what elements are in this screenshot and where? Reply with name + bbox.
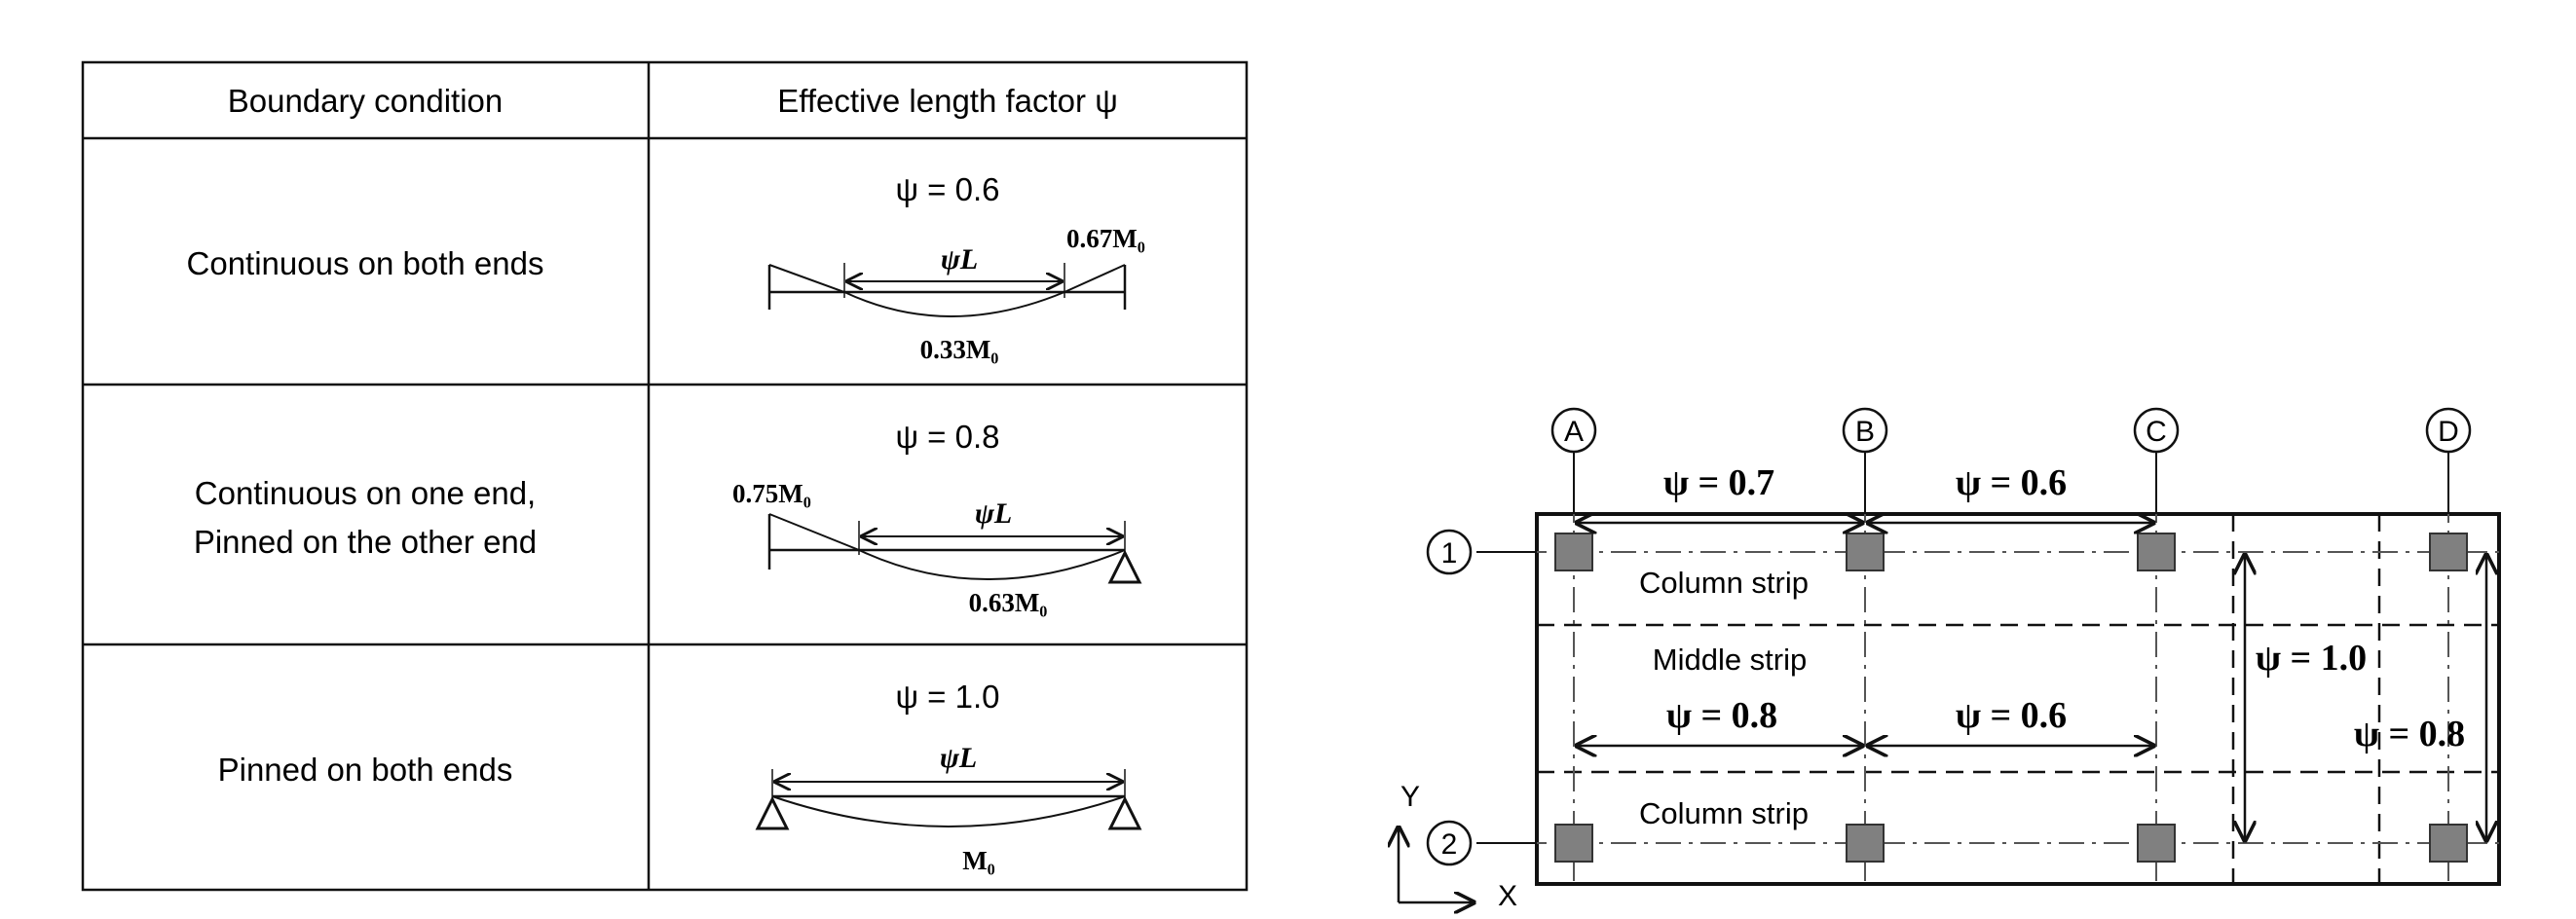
- grid-label-1: 1: [1441, 537, 1458, 570]
- psi-value-label: ψ = 1.0: [895, 679, 999, 715]
- condition-text: Continuous on one end,: [195, 475, 536, 511]
- psi-label-vertical-inner: ψ = 1.0: [2256, 638, 2367, 679]
- psi-label-vertical-outer: ψ = 0.8: [2354, 714, 2465, 754]
- grid-bubble-1: [1426, 529, 1473, 575]
- end-moment-label: 0.75M₀: [732, 479, 811, 508]
- condition-text: Continuous on both ends: [187, 245, 544, 281]
- table-row: Pinned on both ends ψ = 1.0 ψL M₀: [218, 679, 1142, 875]
- header-boundary-condition: Boundary condition: [228, 83, 504, 119]
- beam-diagram-pinned-pinned: [755, 769, 1142, 830]
- column-b1: [1846, 533, 1885, 571]
- column-d2: [2429, 824, 2468, 863]
- column-strip-label-bottom: Column strip: [1639, 796, 1809, 830]
- end-moment-label: 0.67M₀: [1066, 224, 1145, 253]
- column-a1: [1554, 533, 1593, 571]
- span-label: ψL: [941, 243, 978, 276]
- boundary-condition-table: Boundary condition Effective length fact…: [81, 60, 1249, 892]
- moment-diagram: [771, 795, 1126, 827]
- grid-label-a: A: [1564, 416, 1584, 448]
- middle-strip-label: Middle strip: [1653, 643, 1808, 677]
- pin-support: [1107, 795, 1142, 830]
- column-strip-label-top: Column strip: [1639, 566, 1809, 600]
- table-border: [81, 60, 1249, 892]
- condition-text: Pinned on both ends: [218, 752, 513, 788]
- column-c1: [2137, 533, 2176, 571]
- slab-floor-plan: A B C D 1 2 Column strip Middle strip Co…: [1399, 407, 2501, 912]
- column-a2: [1554, 824, 1593, 863]
- grid-label-d: D: [2438, 416, 2459, 448]
- x-axis-label: X: [1498, 880, 1517, 912]
- psi-label-ab-mid: ψ = 0.8: [1666, 695, 1777, 736]
- grid-bubble-d: [2425, 407, 2472, 454]
- pin-support: [1107, 549, 1142, 584]
- span-label: ψL: [940, 742, 977, 774]
- midspan-moment-label: 0.33M₀: [920, 335, 999, 364]
- span-label: ψL: [975, 497, 1012, 530]
- grid-bubble-b: [1842, 407, 1888, 454]
- grid-bubble-a: [1550, 407, 1597, 454]
- grid-label-b: B: [1855, 416, 1875, 448]
- column-d1: [2429, 533, 2468, 571]
- moment-diagram: [768, 513, 1126, 580]
- pin-support: [755, 795, 790, 830]
- grid-bubble-2: [1426, 820, 1473, 866]
- header-effective-length-factor: Effective length factor ψ: [777, 83, 1117, 119]
- grid-bubble-c: [2133, 407, 2180, 454]
- psi-label-bc-mid: ψ = 0.6: [1956, 695, 2067, 736]
- psi-value-label: ψ = 0.6: [895, 171, 999, 207]
- psi-label-bc-top: ψ = 0.6: [1956, 462, 2067, 503]
- psi-value-label: ψ = 0.8: [895, 419, 999, 455]
- beam-diagram-fixed-pinned: [767, 513, 1142, 584]
- table-row: Continuous on both ends ψ = 0.6 ψL 0.67M…: [187, 171, 1145, 364]
- beam-diagram-fixed-fixed: [767, 263, 1127, 317]
- condition-text: Pinned on the other end: [194, 524, 537, 560]
- moment-diagram: [768, 264, 1126, 317]
- midspan-moment-label: 0.63M₀: [969, 588, 1048, 617]
- grid-label-2: 2: [1441, 828, 1458, 861]
- psi-label-ab-top: ψ = 0.7: [1663, 462, 1774, 503]
- column-c2: [2137, 824, 2176, 863]
- table-row: Continuous on one end, Pinned on the oth…: [194, 419, 1142, 617]
- column-b2: [1846, 824, 1885, 863]
- grid-label-c: C: [2146, 416, 2167, 448]
- y-axis-label: Y: [1400, 781, 1420, 813]
- midspan-moment-label: M₀: [962, 846, 995, 875]
- xy-axis-indicator: [1399, 827, 1474, 902]
